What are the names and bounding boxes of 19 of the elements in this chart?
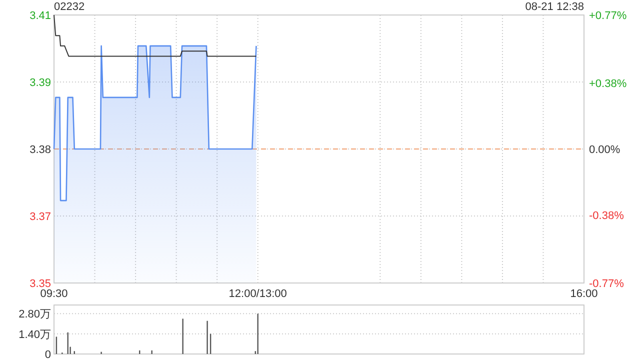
y-tick-label: 3.35 — [30, 278, 51, 290]
line-series — [54, 14, 257, 57]
x-tick-label: 16:00 — [570, 288, 598, 300]
text: 08-21 12:38 — [525, 1, 584, 13]
y2-tick-label: +0.38% — [589, 78, 627, 90]
y2-tick-label: -0.38% — [589, 210, 624, 222]
x-tick-label: 12:00/13:00 — [228, 288, 287, 300]
y-tick-label: 1.40万 — [18, 328, 51, 341]
y-tick-label: 3.39 — [30, 77, 51, 89]
y2-tick-label: 0.00% — [589, 144, 620, 156]
y-tick-label: 3.38 — [30, 144, 51, 156]
y-tick-label: 0 — [44, 349, 51, 360]
y2-tick-label: +0.77% — [589, 10, 627, 22]
y-tick-label: 3.37 — [30, 211, 51, 223]
y2-tick-label: -0.77% — [589, 278, 624, 290]
x-tick-label: 09:30 — [40, 288, 68, 300]
y-tick-label: 3.41 — [30, 10, 51, 22]
y-tick-label: 2.80万 — [18, 308, 51, 321]
chart-title: 02232 — [54, 1, 85, 13]
